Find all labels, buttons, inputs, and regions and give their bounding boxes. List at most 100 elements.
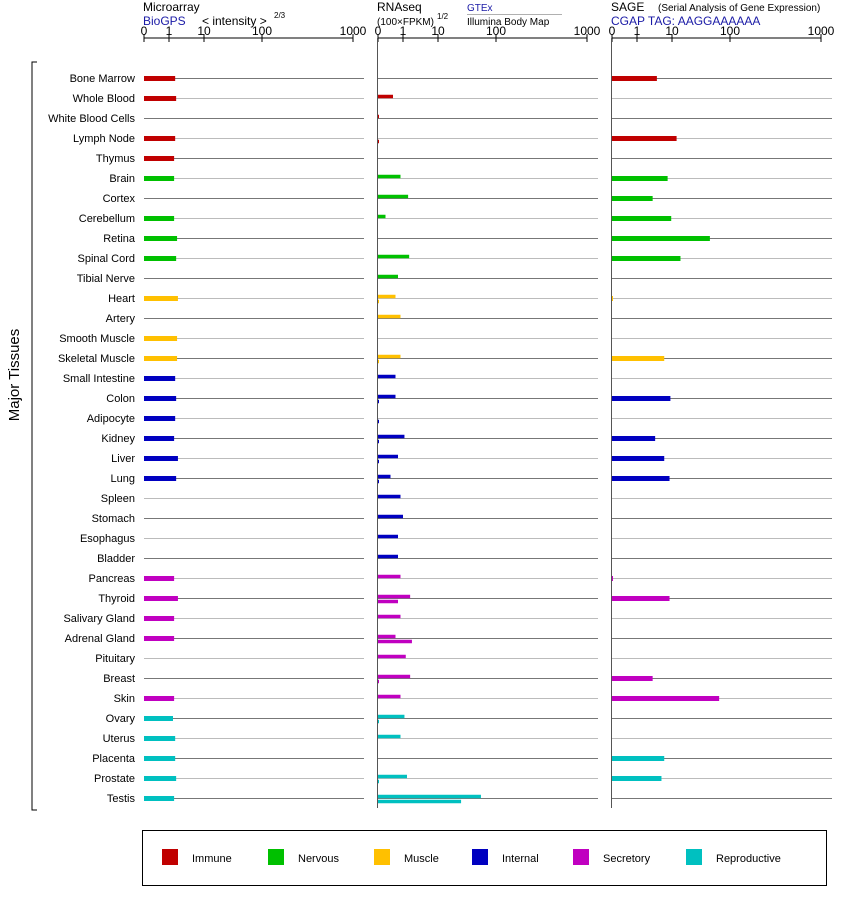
bar-rnaseq-gtex	[378, 454, 398, 459]
bar-microarray	[144, 776, 177, 781]
rnaseq-tick-label: 1000	[574, 24, 601, 38]
legend-item: Internal	[472, 849, 539, 865]
bar-microarray	[144, 476, 177, 481]
legend-label: Internal	[502, 853, 539, 865]
bar-microarray	[144, 716, 173, 721]
bar-rnaseq-gtex	[378, 634, 396, 639]
bar-sage	[612, 296, 613, 301]
bar-rnaseq-gtex	[378, 714, 405, 719]
tissue-label: Thyroid	[98, 593, 135, 605]
bar-sage	[612, 356, 665, 361]
axes-layer: 0 1 10 100 1000 0 1 10 100 1000 0 1 10 100 1000	[141, 24, 835, 808]
legend-item: Reproductive	[686, 849, 781, 865]
bar-microarray	[144, 756, 176, 761]
bar-rnaseq-gtex	[378, 534, 398, 539]
sage-tick-label: 1	[634, 24, 641, 38]
bar-sage	[612, 596, 670, 601]
rnaseq-tick-label: 10	[431, 24, 445, 38]
tissue-label: Skeletal Muscle	[58, 353, 135, 365]
tissue-label: Breast	[103, 673, 135, 685]
bar-rnaseq-gtex	[378, 594, 411, 599]
tissue-label: Heart	[108, 293, 135, 305]
sage-tick-label: 0	[609, 24, 616, 38]
tissue-label: Tibial Nerve	[77, 273, 135, 285]
bar-microarray	[144, 736, 176, 741]
legend-label: Muscle	[404, 853, 439, 865]
rnaseq-unit-exponent: 1/2	[437, 12, 449, 21]
sage-title: SAGE	[611, 0, 644, 14]
bar-sage	[612, 136, 677, 141]
tissue-label: Pituitary	[95, 653, 135, 665]
microarray-unit-exponent: 2/3	[274, 11, 286, 20]
bar-rnaseq-gtex	[378, 614, 401, 619]
sage-tick-label: 100	[720, 24, 740, 38]
bar-microarray	[144, 396, 177, 401]
bar-rnaseq-illumina-body-map	[378, 359, 379, 364]
bar-microarray	[144, 456, 178, 461]
bar-microarray	[144, 696, 175, 701]
bar-microarray	[144, 336, 178, 341]
tissue-label: Bone Marrow	[70, 73, 135, 85]
bar-microarray	[144, 636, 175, 641]
bar-rnaseq-gtex	[378, 174, 401, 179]
bar-sage	[612, 196, 653, 201]
bar-sage	[612, 216, 672, 221]
bar-rnaseq-gtex	[378, 254, 410, 259]
legend-label: Nervous	[298, 853, 339, 865]
tissue-label: Stomach	[92, 513, 135, 525]
tissue-label: Artery	[106, 313, 136, 325]
microarray-tick-label: 10	[197, 24, 211, 38]
microarray-unit: < intensity >	[202, 14, 267, 28]
bar-sage	[612, 396, 671, 401]
sage-tick-label: 10	[665, 24, 679, 38]
bar-sage	[612, 76, 657, 81]
tissue-label: Lung	[111, 473, 135, 485]
legend-item: Secretory	[573, 849, 651, 865]
tissue-label: Whole Blood	[73, 93, 135, 105]
bar-rnaseq-gtex	[378, 554, 398, 559]
bar-rnaseq-illumina-body-map	[378, 479, 379, 484]
y-axis-label: Major Tissues	[6, 329, 23, 422]
legend-swatch	[472, 849, 488, 865]
bar-sage	[612, 436, 656, 441]
bar-microarray	[144, 76, 176, 81]
rnaseq-source-illumina: Illumina Body Map	[467, 17, 550, 28]
bar-sage	[612, 756, 665, 761]
tissue-label: Bladder	[97, 553, 135, 565]
bar-rnaseq-gtex	[378, 494, 401, 499]
microarray-tick-label: 1	[166, 24, 173, 38]
tissue-label: Liver	[111, 453, 135, 465]
bar-microarray	[144, 356, 178, 361]
bar-rnaseq-illumina-body-map	[378, 719, 379, 724]
rnaseq-tick-label: 0	[375, 24, 382, 38]
legend-item: Nervous	[268, 849, 339, 865]
tissue-label: Adipocyte	[87, 413, 135, 425]
panel-header-rnaseq: RNAseq (100×FPKM) 1/2 GTEx Illumina Body…	[377, 0, 562, 28]
bar-rnaseq-gtex	[378, 794, 481, 799]
bar-rnaseq-gtex	[378, 474, 391, 479]
bar-microarray	[144, 596, 178, 601]
bar-microarray	[144, 136, 176, 141]
bar-microarray	[144, 156, 175, 161]
bar-rnaseq-illumina-body-map	[378, 679, 379, 684]
bar-rnaseq-gtex	[378, 114, 379, 119]
bar-rnaseq-gtex	[378, 394, 396, 399]
bar-microarray	[144, 376, 176, 381]
microarray-tick-label: 100	[252, 24, 272, 38]
rnaseq-source-gtex: GTEx	[467, 3, 493, 14]
tissue-label: Skin	[114, 693, 135, 705]
bar-rnaseq-gtex	[378, 354, 401, 359]
bar-rnaseq-illumina-body-map	[378, 639, 412, 644]
bar-rnaseq-illumina-body-map	[378, 439, 379, 444]
tissue-label: Pancreas	[89, 573, 136, 585]
bar-rnaseq-gtex	[378, 694, 401, 699]
microarray-tick-label: 1000	[340, 24, 367, 38]
legend-label: Secretory	[603, 853, 651, 865]
microarray-source: BioGPS	[143, 14, 186, 28]
legend-swatch	[573, 849, 589, 865]
tissue-label: Thymus	[96, 153, 136, 165]
tissue-label: Esophagus	[80, 533, 136, 545]
bar-sage	[612, 776, 662, 781]
bar-sage	[612, 696, 720, 701]
bar-rnaseq-illumina-body-map	[378, 779, 379, 784]
